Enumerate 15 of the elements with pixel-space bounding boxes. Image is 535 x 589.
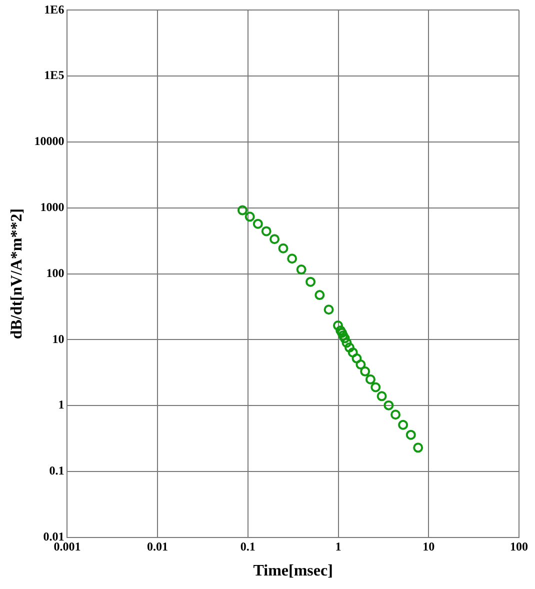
x-tick-label: 10 <box>422 540 435 554</box>
x-tick-label: 0.01 <box>147 540 168 554</box>
y-tick-label: 1E5 <box>44 68 64 82</box>
y-tick-label: 1 <box>58 398 64 412</box>
y-tick-label: 1000 <box>40 200 64 214</box>
y-axis-title: dB/dt[nV/A*m**2] <box>8 208 26 340</box>
y-tick-label: 100 <box>46 266 64 280</box>
y-tick-label: 10000 <box>34 134 64 148</box>
x-axis-title: Time[msec] <box>253 562 333 580</box>
x-tick-label: 100 <box>510 540 528 554</box>
y-tick-label: 10 <box>52 332 64 346</box>
x-tick-label: 0.1 <box>240 540 256 554</box>
x-tick-label: 1 <box>335 540 342 554</box>
y-tick-label: 1E6 <box>44 2 64 16</box>
y-tick-label: 0.1 <box>49 464 64 478</box>
